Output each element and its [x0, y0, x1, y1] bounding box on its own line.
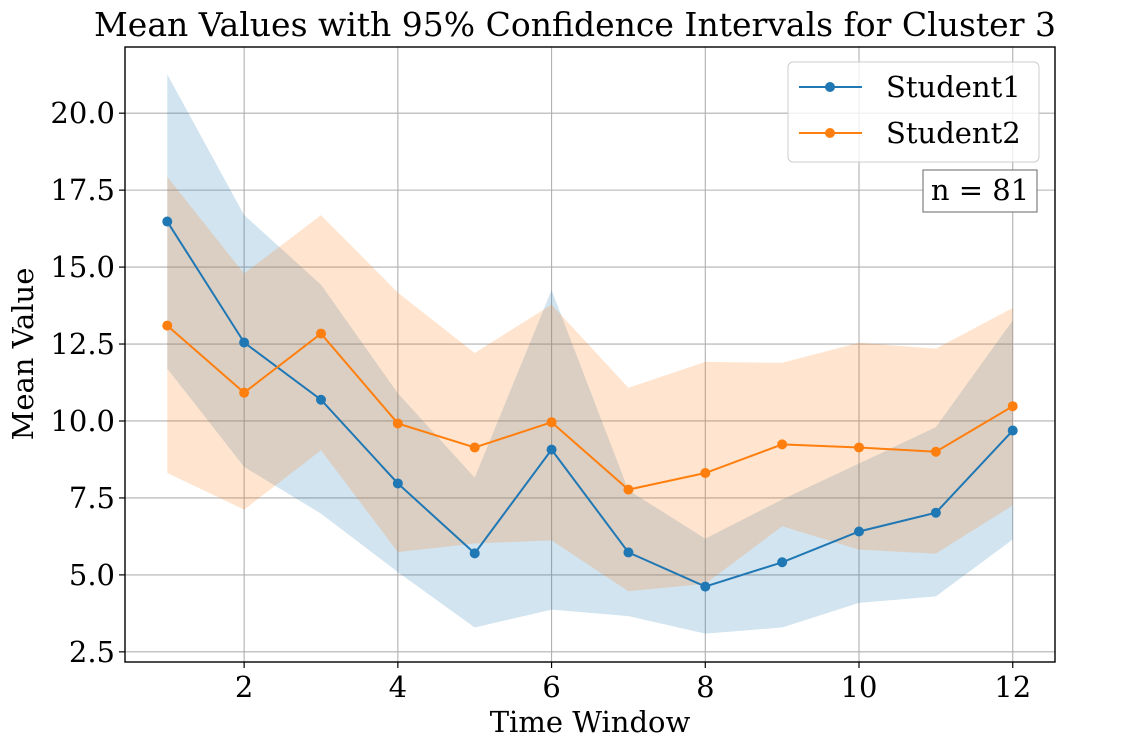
- point-student1: [162, 216, 173, 227]
- x-tick-label: 12: [994, 670, 1031, 704]
- point-student1: [930, 507, 941, 518]
- ci-band-student1: [167, 74, 1013, 634]
- point-student1: [1007, 425, 1018, 436]
- point-student1: [392, 478, 403, 489]
- point-student2: [854, 442, 865, 453]
- y-tick-label: 12.5: [50, 327, 115, 361]
- y-axis-label: Mean Value: [6, 268, 40, 441]
- x-axis-label: Time Window: [490, 705, 691, 739]
- point-student2: [315, 328, 326, 339]
- point-student2: [546, 417, 557, 428]
- point-student1: [777, 557, 788, 568]
- y-tick-label: 17.5: [50, 173, 115, 207]
- y-tick-label: 7.5: [69, 481, 115, 515]
- line-student2: [166, 324, 1014, 491]
- point-student2: [1007, 401, 1018, 412]
- point-student2: [392, 418, 403, 429]
- line-student1: [166, 220, 1014, 588]
- legend-label-student1: Student1: [886, 70, 1021, 104]
- confidence-bands: [167, 74, 1013, 634]
- x-tick-label: 8: [696, 670, 714, 704]
- axes-frame: [124, 46, 1056, 663]
- point-student2: [162, 320, 173, 331]
- point-student1: [239, 337, 250, 348]
- ticks: 2 4 6 8 10 12 2.5 5.0 7.5 10.0 12.5 15.0 17.5 20.0: [50, 96, 1031, 704]
- grid: [125, 47, 1055, 662]
- point-student1: [315, 394, 326, 405]
- ci-band-student2: [167, 176, 1013, 592]
- x-tick-label: 6: [542, 670, 560, 704]
- point-student1: [546, 444, 557, 455]
- y-tick-label: 10.0: [50, 404, 115, 438]
- point-student1: [700, 581, 711, 592]
- point-student1: [623, 547, 634, 558]
- point-student2: [469, 442, 480, 453]
- point-student2: [623, 484, 634, 495]
- chart-title: Mean Values with 95% Confidence Interval…: [94, 5, 1056, 44]
- x-tick-label: 10: [841, 670, 878, 704]
- y-tick-label: 2.5: [69, 635, 115, 669]
- point-student2: [239, 387, 250, 398]
- x-tick-label: 2: [235, 670, 253, 704]
- point-student2: [700, 468, 711, 479]
- series-lines: [162, 216, 1018, 592]
- y-tick-label: 20.0: [50, 96, 115, 130]
- y-tick-label: 15.0: [50, 250, 115, 284]
- annotation: n = 81: [922, 169, 1038, 213]
- point-student1: [469, 548, 480, 559]
- point-student2: [930, 446, 941, 457]
- legend: Student1 Student2: [787, 61, 1040, 163]
- x-tick-label: 4: [389, 670, 407, 704]
- legend-marker-student1: [825, 82, 835, 92]
- annotation-sample-size: n = 81: [931, 173, 1029, 207]
- annotation-box: [922, 169, 1038, 213]
- y-tick-label: 5.0: [69, 558, 115, 592]
- legend-marker-student2: [825, 128, 835, 138]
- legend-label-student2: Student2: [886, 116, 1021, 150]
- point-student1: [854, 526, 865, 537]
- point-student2: [777, 439, 788, 450]
